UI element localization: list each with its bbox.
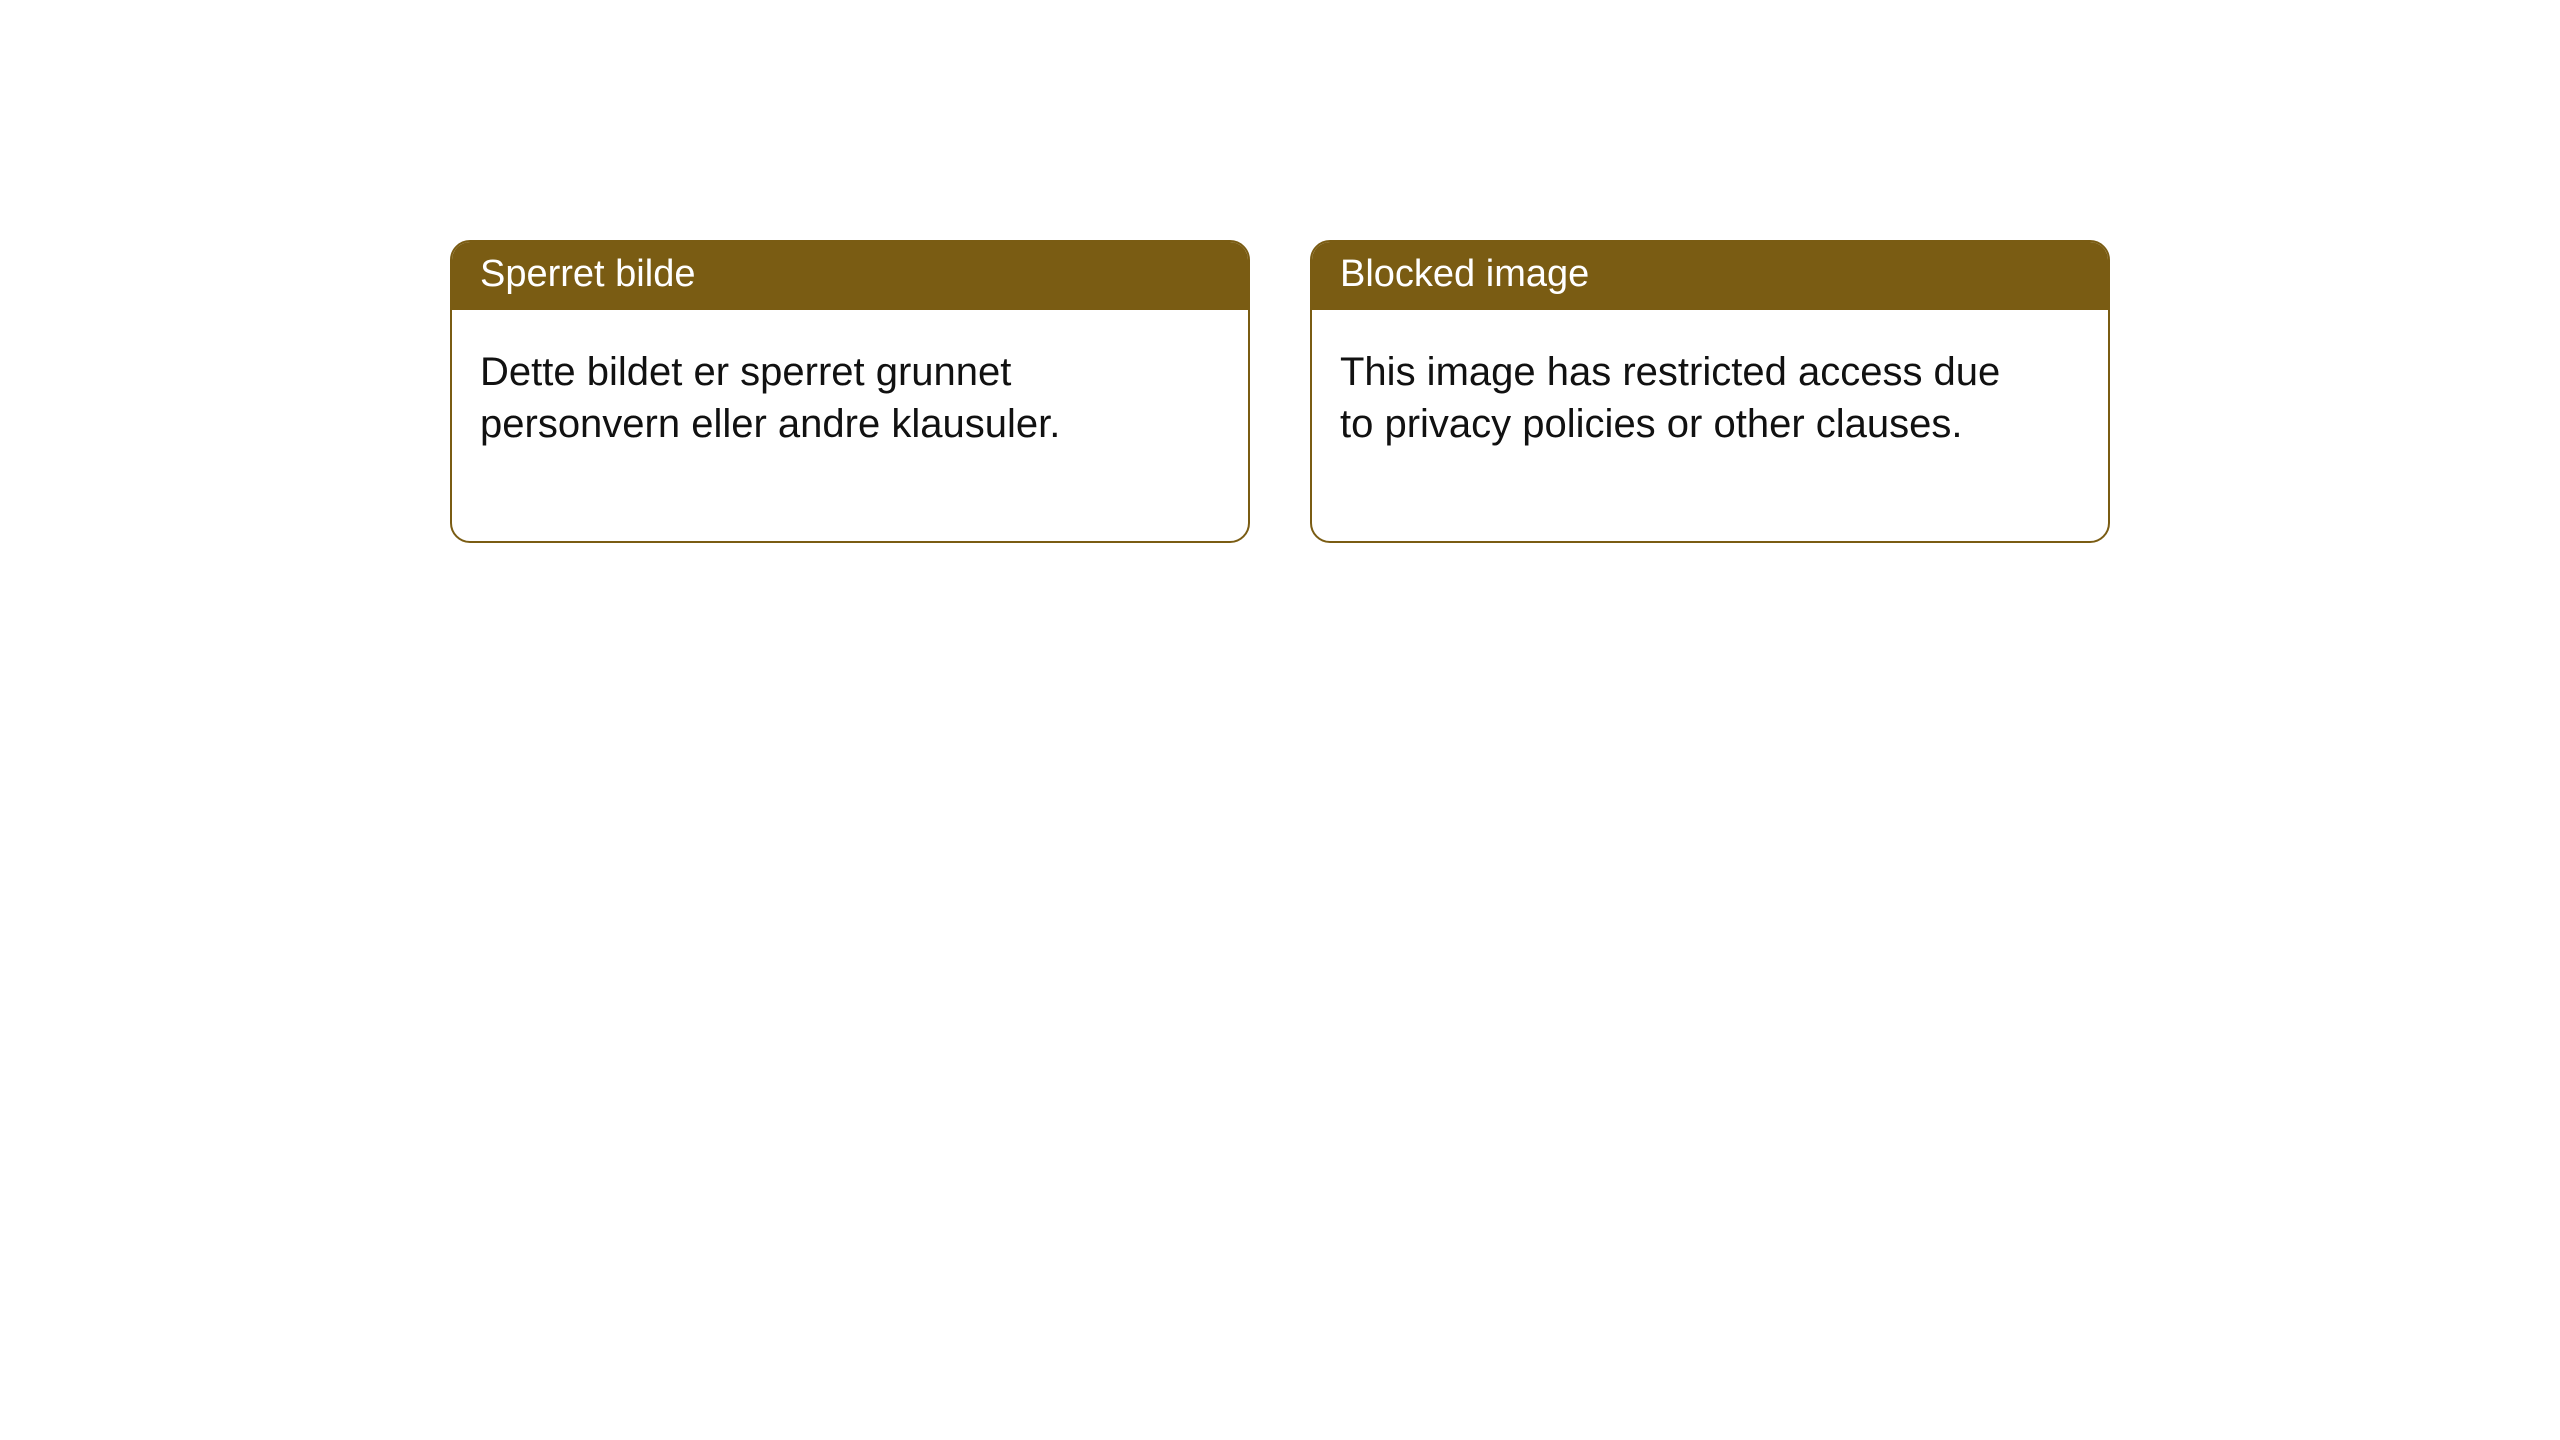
notice-card-no: Sperret bilde Dette bildet er sperret gr… <box>450 240 1250 543</box>
notice-card-body-en: This image has restricted access due to … <box>1312 310 2048 542</box>
notice-container: Sperret bilde Dette bildet er sperret gr… <box>450 240 2110 543</box>
notice-card-title-no: Sperret bilde <box>452 242 1248 310</box>
notice-card-body-no: Dette bildet er sperret grunnet personve… <box>452 310 1188 542</box>
notice-card-en: Blocked image This image has restricted … <box>1310 240 2110 543</box>
notice-card-title-en: Blocked image <box>1312 242 2108 310</box>
